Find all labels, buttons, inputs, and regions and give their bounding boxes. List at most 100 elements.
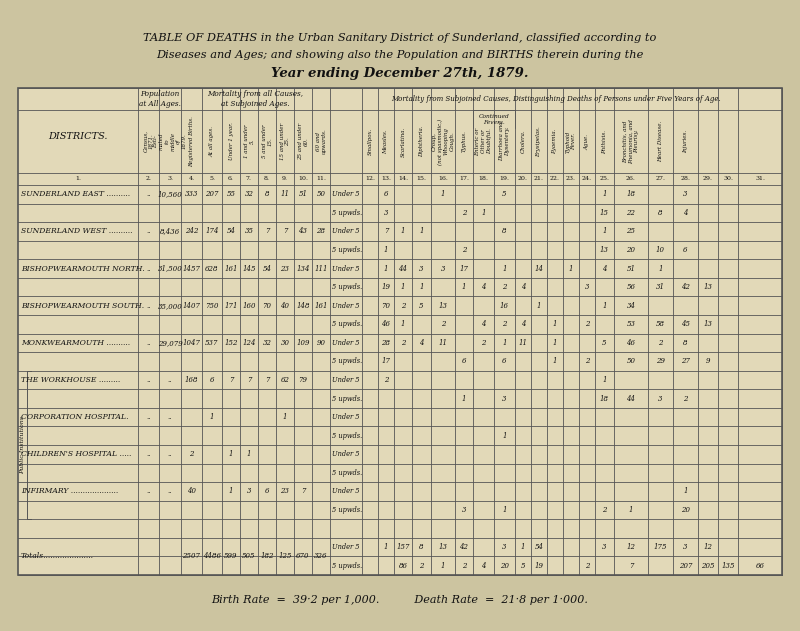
- Text: Typhus.: Typhus.: [462, 131, 466, 153]
- Text: 1407: 1407: [182, 302, 201, 310]
- Text: 14: 14: [534, 264, 543, 273]
- Text: Ague.: Ague.: [585, 134, 590, 150]
- Text: Under 5: Under 5: [332, 376, 359, 384]
- Text: 205: 205: [702, 562, 714, 570]
- Text: ..: ..: [146, 227, 150, 235]
- Text: 60 and
upwards.: 60 and upwards.: [315, 129, 326, 155]
- Text: 23: 23: [281, 487, 290, 495]
- Text: 28: 28: [317, 227, 326, 235]
- Text: Registered Births.: Registered Births.: [189, 116, 194, 167]
- Text: Under 5: Under 5: [332, 339, 359, 347]
- Text: 8,436: 8,436: [160, 227, 180, 235]
- Text: ..: ..: [146, 191, 150, 198]
- Text: 1: 1: [521, 543, 526, 551]
- Text: 46: 46: [626, 339, 635, 347]
- Text: 79: 79: [298, 376, 307, 384]
- Text: 1: 1: [401, 283, 406, 291]
- Text: 160: 160: [242, 302, 256, 310]
- Text: 19: 19: [382, 283, 390, 291]
- Text: 1: 1: [229, 451, 234, 458]
- Text: 11: 11: [518, 339, 527, 347]
- Text: 32: 32: [245, 191, 254, 198]
- Text: Measles.: Measles.: [383, 129, 389, 154]
- Text: 8: 8: [683, 339, 688, 347]
- Text: 18: 18: [600, 394, 609, 403]
- Text: 34: 34: [626, 302, 635, 310]
- Text: Under 5: Under 5: [332, 264, 359, 273]
- Text: 18.: 18.: [478, 177, 489, 182]
- Text: 3: 3: [246, 487, 251, 495]
- Text: 30.: 30.: [723, 177, 733, 182]
- Text: 628: 628: [206, 264, 218, 273]
- Text: 7: 7: [246, 376, 251, 384]
- Text: 182: 182: [260, 552, 274, 560]
- Text: 70: 70: [382, 302, 390, 310]
- Text: 1: 1: [569, 264, 574, 273]
- Text: 11: 11: [281, 191, 290, 198]
- Text: ..: ..: [146, 302, 150, 310]
- Text: 1: 1: [502, 339, 506, 347]
- Text: 20: 20: [626, 246, 635, 254]
- Text: 9: 9: [706, 357, 710, 365]
- Text: 27.: 27.: [655, 177, 666, 182]
- Text: 7: 7: [629, 562, 634, 570]
- Text: 20.: 20.: [518, 177, 528, 182]
- Text: Diseases and Ages; and showing also the Population and BIRTHS therein during the: Diseases and Ages; and showing also the …: [156, 50, 644, 60]
- Text: 43: 43: [298, 227, 307, 235]
- Text: Heart Disease.: Heart Disease.: [658, 121, 663, 162]
- Text: 1047: 1047: [182, 339, 201, 347]
- Text: 7: 7: [229, 376, 234, 384]
- Text: 70: 70: [262, 302, 271, 310]
- Text: 17: 17: [382, 357, 390, 365]
- Text: 134: 134: [296, 264, 310, 273]
- Text: 2: 2: [585, 357, 590, 365]
- Text: 20: 20: [500, 562, 509, 570]
- Text: Pyaemia.: Pyaemia.: [553, 129, 558, 154]
- Text: 6: 6: [502, 357, 506, 365]
- Text: 3.: 3.: [167, 177, 173, 182]
- Text: 3: 3: [441, 264, 446, 273]
- Text: 29.: 29.: [703, 177, 713, 182]
- Text: 2.: 2.: [146, 177, 151, 182]
- Text: 8.: 8.: [264, 177, 270, 182]
- Text: 32: 32: [262, 339, 271, 347]
- Text: 5: 5: [502, 191, 506, 198]
- Text: 5.: 5.: [209, 177, 215, 182]
- Text: 42: 42: [459, 543, 469, 551]
- Text: Under 5: Under 5: [332, 487, 359, 495]
- Text: 10,560: 10,560: [158, 191, 182, 198]
- Text: Totals.....................: Totals.....................: [21, 552, 94, 560]
- Text: 2: 2: [384, 376, 388, 384]
- Text: 5 upwds.: 5 upwds.: [332, 283, 362, 291]
- Text: 7: 7: [265, 227, 270, 235]
- Text: Under 5: Under 5: [332, 413, 359, 421]
- Text: Diarrhoea and
Dysentery.: Diarrhoea and Dysentery.: [499, 122, 510, 162]
- Text: Bronchitis, and
Pneumonia, and
Pleurisy.: Bronchitis, and Pneumonia, and Pleurisy.: [622, 119, 639, 164]
- Text: 1: 1: [419, 283, 424, 291]
- Text: Phthisis.: Phthisis.: [602, 129, 607, 153]
- Text: SUNDERLAND WEST ..........: SUNDERLAND WEST ..........: [21, 227, 133, 235]
- Text: 7: 7: [282, 227, 287, 235]
- Text: 161: 161: [224, 264, 238, 273]
- Text: 4: 4: [419, 339, 424, 347]
- Text: 21.: 21.: [534, 177, 544, 182]
- Text: ..: ..: [168, 487, 172, 495]
- Text: 4: 4: [482, 283, 486, 291]
- Text: 25: 25: [626, 227, 635, 235]
- Text: 1: 1: [441, 562, 446, 570]
- Text: 326: 326: [314, 552, 328, 560]
- Text: Under 5: Under 5: [332, 227, 359, 235]
- Text: 599: 599: [224, 552, 238, 560]
- Text: Mortality from Subjoined Causes, Distinguishing Deaths of Persons under Five Yea: Mortality from Subjoined Causes, Disting…: [391, 95, 721, 103]
- Text: Under 5: Under 5: [332, 302, 359, 310]
- Bar: [18, 88, 782, 575]
- Text: 2: 2: [190, 451, 194, 458]
- Text: 1: 1: [658, 264, 662, 273]
- Text: 148: 148: [296, 302, 310, 310]
- Text: 13: 13: [703, 283, 713, 291]
- Text: 15 and under
25.: 15 and under 25.: [280, 123, 290, 160]
- Text: 1: 1: [384, 264, 388, 273]
- Text: 168: 168: [185, 376, 198, 384]
- Text: 1: 1: [602, 227, 606, 235]
- Text: 30: 30: [281, 339, 290, 347]
